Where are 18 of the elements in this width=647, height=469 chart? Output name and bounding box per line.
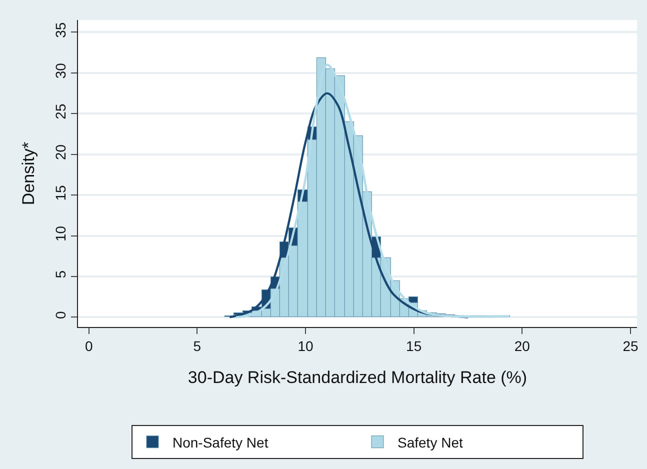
- x-tick-label: 5: [193, 338, 202, 354]
- y-tick-label: 5: [52, 270, 68, 278]
- x-tick-label: 25: [622, 338, 638, 354]
- y-tick-label: 20: [52, 144, 68, 160]
- x-axis-title: 30-Day Risk-Standardized Mortality Rate (%): [188, 368, 528, 388]
- y-tick-label: 15: [52, 184, 68, 201]
- legend-label: Safety Net: [398, 434, 463, 450]
- y-tick-label: 0: [52, 311, 68, 320]
- x-tick-label: 20: [514, 338, 530, 354]
- x-tick-label: 10: [298, 338, 314, 354]
- y-tick-label: 10: [52, 226, 68, 242]
- x-tick-label: 0: [84, 338, 93, 354]
- legend-label: Non-Safety Net: [172, 434, 268, 450]
- y-tick-label: 25: [52, 104, 68, 120]
- x-tick-label: 15: [406, 338, 422, 354]
- y-tick-label: 35: [52, 22, 68, 38]
- y-tick-label: 30: [52, 62, 68, 79]
- y-axis-title: Density*: [19, 141, 38, 206]
